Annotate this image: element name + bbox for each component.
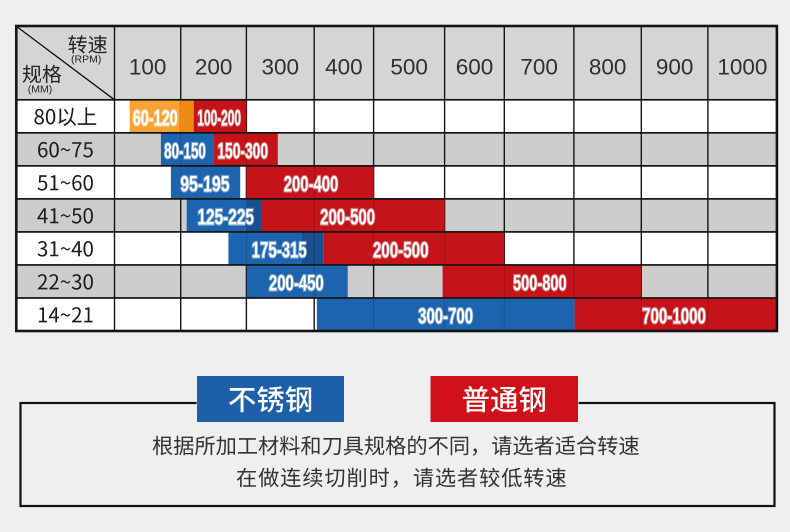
svg-text:200: 200 [195, 54, 233, 79]
svg-text:300: 300 [262, 54, 300, 79]
svg-text:800: 800 [589, 54, 627, 79]
svg-text:500: 500 [390, 54, 428, 79]
svg-text:600: 600 [456, 54, 494, 79]
svg-text:200-400: 200-400 [284, 172, 338, 197]
svg-text:500-800: 500-800 [513, 271, 567, 296]
svg-text:400: 400 [325, 54, 363, 79]
svg-text:60-120: 60-120 [133, 105, 178, 130]
svg-text:80-150: 80-150 [164, 139, 206, 163]
svg-text:100: 100 [129, 54, 167, 79]
svg-text:100-200: 100-200 [197, 106, 241, 131]
svg-text:200-500: 200-500 [373, 239, 429, 263]
svg-text:175-315: 175-315 [252, 238, 307, 263]
svg-text:95-195: 95-195 [180, 173, 230, 197]
svg-text:200-450: 200-450 [269, 271, 324, 296]
svg-text:1000: 1000 [717, 54, 767, 79]
svg-text:(MM): (MM) [28, 83, 53, 95]
svg-text:700-1000: 700-1000 [642, 304, 706, 328]
svg-text:150-300: 150-300 [217, 138, 268, 163]
svg-text:200-500: 200-500 [320, 205, 375, 230]
svg-text:700: 700 [520, 54, 558, 79]
svg-text:125-225: 125-225 [197, 206, 254, 230]
svg-text:300-700: 300-700 [418, 304, 473, 329]
svg-text:(RPM): (RPM) [71, 54, 101, 66]
svg-text:900: 900 [656, 54, 694, 79]
